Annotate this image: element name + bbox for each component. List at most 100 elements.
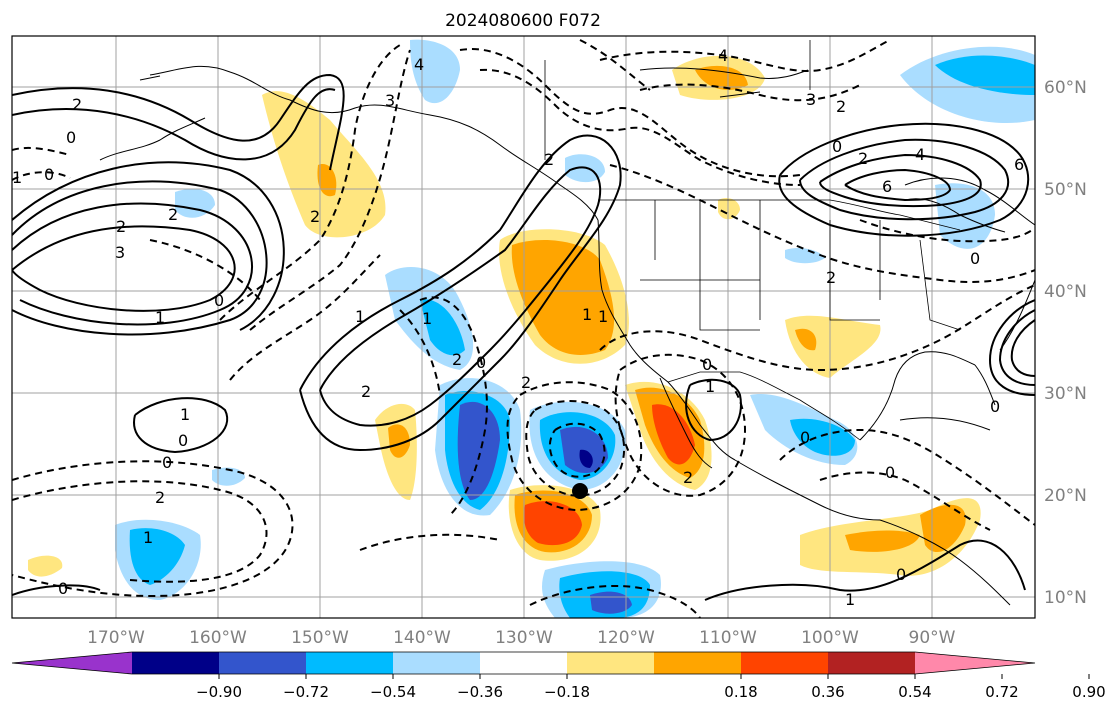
clabel-0n: 0 (58, 579, 68, 598)
coast-gulf (859, 351, 976, 441)
lat-label: 40°N (1044, 282, 1087, 302)
clabel-0l: 0 (178, 431, 188, 450)
contour-solid-n (988, 299, 1035, 396)
coast-hudson (639, 67, 809, 79)
contour-solid-r (685, 378, 742, 442)
clabel-1i: 1 (143, 528, 153, 547)
contour-dash-f (459, 48, 801, 178)
lat-label: 20°N (1044, 486, 1087, 506)
contour-dash-p (419, 296, 488, 516)
contour-dash-g (479, 68, 801, 186)
lat-label: 10°N (1044, 588, 1087, 608)
clabel-1g: 1 (845, 590, 855, 609)
colorbar-segment (393, 652, 481, 674)
colorbar-tick-label: −0.36 (457, 683, 503, 701)
lat-label: 50°N (1044, 180, 1087, 200)
clabel-2k: 2 (826, 268, 836, 287)
lat-label: 60°N (1044, 78, 1087, 98)
colorbar-ticks: −0.90 −0.72 −0.54 −0.36 −0.18 0.18 0.36 0.54 0.7… (196, 674, 1105, 701)
contour-solid-f (12, 88, 336, 161)
map-area: 2 0 1 0 2 3 2 1 0 2 3 4 1 1 2 0 2 2 2 4 … (12, 36, 1035, 618)
contour-solid-g (299, 134, 622, 452)
coast-mexico (734, 459, 881, 521)
colorbar-segment (306, 652, 394, 674)
lat-labels: 60°N 50°N 40°N 30°N 20°N 10°N (1044, 78, 1087, 608)
clabel-3b: 3 (385, 91, 395, 110)
contour-solid-m (844, 168, 952, 202)
clabel-1f: 1 (705, 377, 715, 396)
clabel-0i: 0 (885, 463, 895, 482)
clabel-2d: 2 (310, 207, 320, 226)
gridlines (12, 36, 1035, 618)
coast-centralam (879, 519, 1011, 606)
contour-dash-h (599, 39, 891, 72)
contour-dash-s (529, 585, 701, 618)
coast-baja (659, 377, 713, 469)
contour-solid-a (12, 225, 236, 312)
clabel-1b: 1 (155, 308, 165, 327)
lon-label: 90°W (909, 628, 956, 648)
colorbar-segment (828, 652, 916, 674)
lon-label: 130°W (495, 628, 553, 648)
clabel-1d: 1 (422, 309, 432, 328)
clabel-2i: 2 (836, 97, 846, 116)
clabel-0b: 0 (44, 165, 54, 184)
colorbar-segment (219, 652, 307, 674)
lon-label: 150°W (291, 628, 349, 648)
borders (544, 40, 961, 441)
coast-cuba (899, 417, 991, 431)
clabel-2h: 2 (544, 150, 554, 169)
contour-dash-a (12, 460, 294, 597)
lon-label: 100°W (801, 628, 859, 648)
contour-solid-d (12, 161, 285, 331)
clabel-6b: 6 (1014, 155, 1024, 174)
contour-solid-p (1010, 319, 1035, 377)
lon-label: 120°W (597, 628, 655, 648)
contour-solid-b (12, 202, 254, 326)
clabel-2g: 2 (521, 373, 531, 392)
clabel-2b: 2 (116, 217, 126, 236)
clabel-2f: 2 (361, 382, 371, 401)
shade-warm-alaska-core (317, 164, 337, 197)
colorbar-segment (741, 652, 829, 674)
clabel-1j: 1 (582, 305, 592, 324)
contour-dash-l (614, 353, 747, 497)
contour-solid-k (799, 138, 1010, 221)
contour-labels: 2 0 1 0 2 3 2 1 0 2 3 4 1 1 2 0 2 2 2 4 … (12, 46, 1024, 609)
contour-dash-j (609, 164, 1035, 283)
colorbar-tick-label: 0.90 (1072, 683, 1105, 701)
colorbar-arrow-left (12, 652, 132, 674)
clabel-3: 3 (115, 243, 125, 262)
contour-solid-c (12, 180, 268, 336)
clabel-6: 6 (882, 177, 892, 196)
contour-dash-i (639, 83, 861, 102)
clabel-0: 0 (66, 128, 76, 147)
clabel-2c: 2 (168, 205, 178, 224)
coastlines (99, 65, 1035, 606)
colorbar-tick-label: −0.54 (370, 683, 416, 701)
colorbar-tick-label: 0.18 (724, 683, 757, 701)
clabel-1: 1 (12, 168, 22, 187)
contour-dash-z (579, 39, 651, 91)
clabel-2j: 2 (858, 149, 868, 168)
clabel-2m: 2 (155, 488, 165, 507)
contour-solid-q (704, 539, 1026, 601)
map-title: 2024080600 F072 (445, 11, 601, 31)
contour-dash-y (149, 239, 261, 301)
border-us-mexico (667, 371, 861, 441)
clabel-0e: 0 (832, 137, 842, 156)
colorbar-segment (132, 652, 220, 674)
colorbar-segment (567, 652, 655, 674)
contour-dash-r (359, 533, 501, 551)
contour-solid-l (819, 153, 982, 208)
lon-label: 160°W (189, 628, 247, 648)
colorbar-tick-label: −0.90 (196, 683, 242, 701)
contour-dash-m (506, 381, 643, 512)
contour-dash-w (12, 146, 71, 156)
coast-westus (597, 219, 736, 461)
lon-labels: 170°W 160°W 150°W 140°W 130°W 120°W 110°… (87, 628, 956, 648)
contour-dash-k (599, 284, 1035, 372)
clabel-0j: 0 (896, 565, 906, 584)
clabel-0f: 0 (970, 249, 980, 268)
